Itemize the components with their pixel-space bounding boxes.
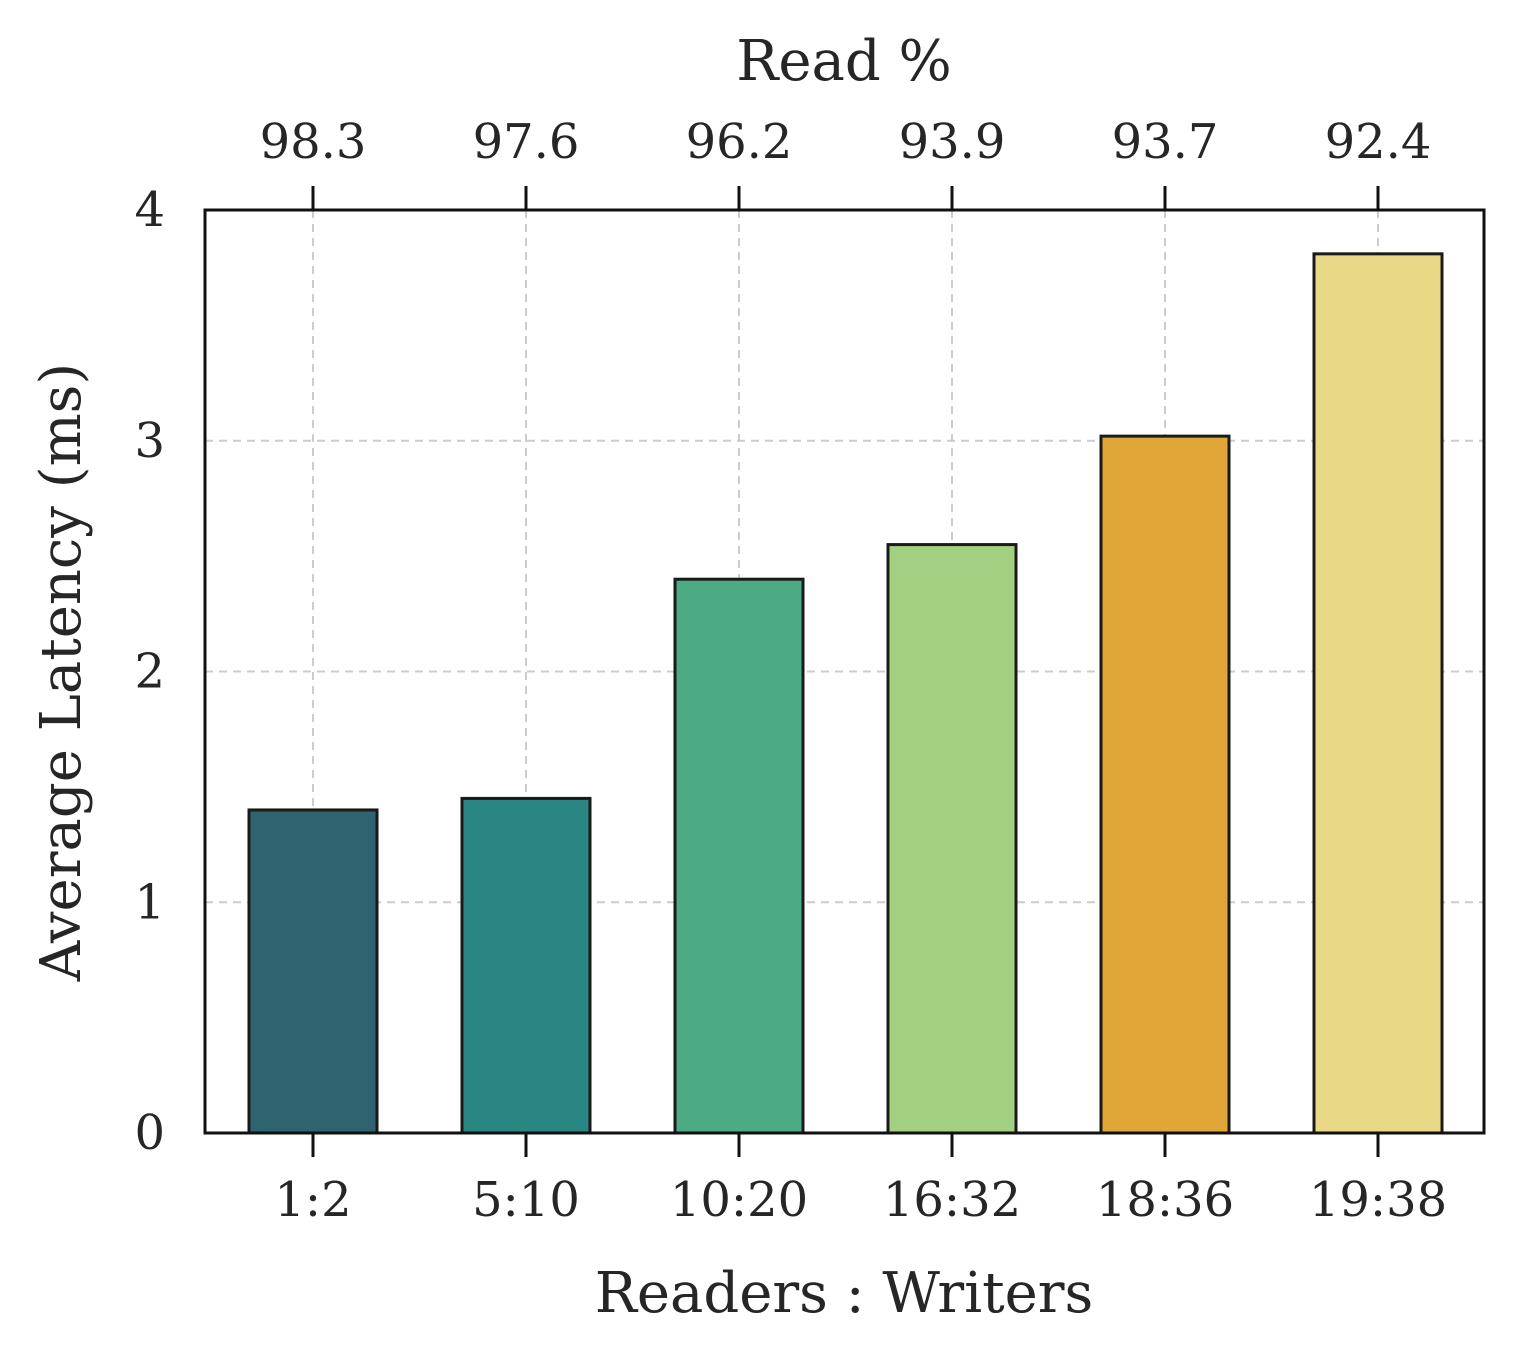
- bar-19-38: [1312, 252, 1444, 1135]
- top-tick-label-1: 97.6: [473, 114, 580, 170]
- bar-16-32: [886, 543, 1018, 1135]
- grid-lines: [205, 210, 1484, 1133]
- y-tick-label-0: 0: [134, 1105, 165, 1161]
- bar-5-10: [460, 796, 592, 1135]
- x-tick-label-5: 19:38: [1309, 1172, 1447, 1228]
- top-tick-label-4: 93.7: [1112, 114, 1219, 170]
- top-tick-label-0: 98.3: [260, 114, 367, 170]
- top-tick-label-5: 92.4: [1325, 114, 1432, 170]
- bar-1-2: [247, 808, 379, 1135]
- x-axis-title: Readers : Writers: [595, 1261, 1094, 1326]
- bars: [247, 252, 1444, 1135]
- y-tick-label-4: 4: [134, 182, 165, 238]
- x-tick-label-0: 1:2: [274, 1172, 351, 1228]
- y-axis-title: Average Latency (ms): [29, 363, 94, 983]
- axis-ticks: [311, 186, 1380, 1157]
- x-tick-label-1: 5:10: [472, 1172, 580, 1228]
- y-tick-label-1: 1: [134, 874, 165, 930]
- tick-labels: 0 1 2 3 4 1:2 98.3 5:10 97.6 10:20 96.2 16:32 93.9 18…: [134, 114, 1447, 1228]
- top-tick-label-3: 93.9: [899, 114, 1006, 170]
- plot-frame: [203, 208, 1486, 1135]
- y-tick-label-2: 2: [134, 644, 165, 700]
- bar-18-36: [1099, 434, 1231, 1135]
- x-tick-label-4: 18:36: [1096, 1172, 1234, 1228]
- x-tick-label-3: 16:32: [883, 1172, 1021, 1228]
- bar-10-20: [673, 577, 805, 1135]
- top-tick-label-2: 96.2: [686, 114, 793, 170]
- x-tick-label-2: 10:20: [670, 1172, 808, 1228]
- y-tick-label-3: 3: [134, 413, 165, 469]
- top-axis-title: Read %: [736, 29, 952, 94]
